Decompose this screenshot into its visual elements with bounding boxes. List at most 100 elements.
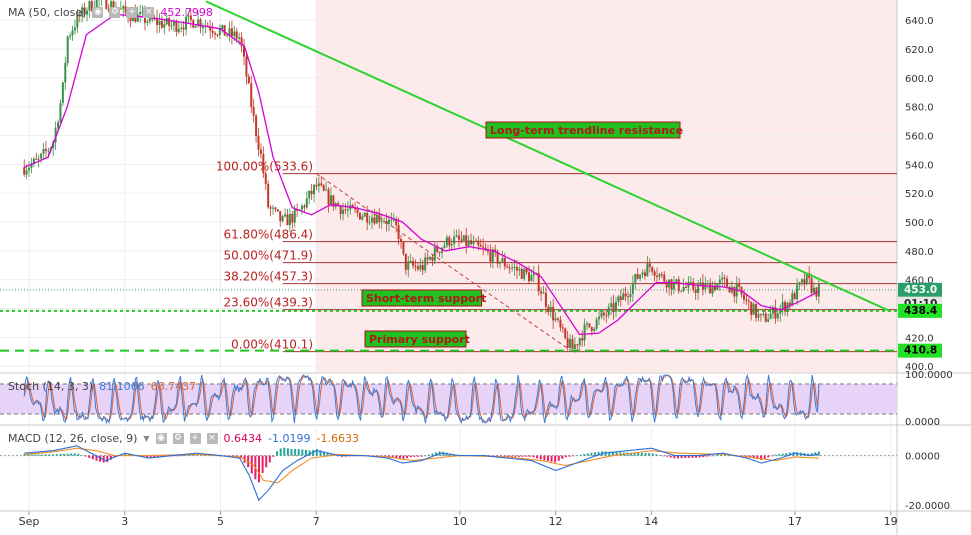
candle-body	[180, 27, 183, 29]
candle-body	[308, 190, 311, 199]
candle-body	[259, 149, 262, 154]
candle-body	[59, 103, 62, 123]
macd-histogram-bar	[778, 454, 781, 456]
price-tick-label: 500.0	[905, 218, 934, 229]
macd-histogram-bar	[503, 455, 506, 457]
candle-body	[160, 20, 163, 28]
macd-histogram-bar	[518, 455, 521, 457]
settings-icon[interactable]: ⚙	[109, 7, 121, 18]
candle-body	[784, 302, 787, 312]
macd-histogram-bar	[185, 455, 188, 456]
macd-histogram-bar	[413, 455, 416, 457]
candle-body	[479, 244, 482, 247]
macd-histogram-bar	[666, 455, 669, 457]
macd-histogram-bar	[279, 448, 282, 456]
macd-line	[24, 445, 819, 502]
macd-histogram-bar	[395, 455, 398, 459]
candle-body	[641, 272, 644, 275]
candle-body	[378, 214, 381, 222]
candle-body	[561, 327, 564, 329]
candle-body	[590, 327, 593, 331]
eye-icon[interactable]: ◉	[92, 7, 104, 18]
candle-body	[402, 241, 405, 254]
candle-body	[528, 272, 531, 282]
candle-body	[414, 265, 417, 267]
candle-body	[428, 256, 431, 260]
candle-body	[571, 339, 574, 349]
candle-body	[489, 251, 492, 262]
candle-body	[76, 14, 79, 28]
last-price-badge-bg	[898, 282, 942, 297]
candle-body	[474, 240, 477, 242]
candle-body	[658, 274, 661, 277]
candle-body	[81, 7, 84, 17]
candle-body	[375, 214, 378, 224]
add-icon[interactable]: +	[189, 433, 201, 444]
eye-icon[interactable]: ◉	[155, 433, 167, 444]
candle-body	[291, 213, 294, 223]
stoch-legend[interactable]: Stoch (14, 3, 3) 81.1066 66.7437	[8, 380, 196, 393]
macd-histogram-bar	[687, 455, 690, 458]
price-tick-label: 620.0	[905, 45, 934, 56]
candle-body	[42, 148, 45, 154]
macd-histogram-bar	[391, 455, 394, 458]
macd-histogram-bar	[286, 448, 289, 456]
candle-body	[124, 6, 127, 13]
macd-histogram-bar	[676, 455, 679, 459]
candle-body	[158, 20, 161, 25]
macd-histogram-bar	[52, 454, 55, 456]
candle-body	[713, 285, 716, 291]
macd-histogram-bar	[84, 455, 87, 457]
candle-body	[284, 214, 287, 217]
candle-body	[523, 268, 526, 279]
time-tick-label: 7	[313, 515, 320, 528]
macd-histogram-bar	[543, 455, 546, 461]
short-support-annotation-text: Short-term support	[366, 292, 486, 305]
macd-histogram-bar	[434, 452, 437, 456]
settings-icon[interactable]: ⚙	[172, 433, 184, 444]
candle-body	[610, 303, 613, 307]
macd-histogram-bar	[398, 455, 401, 460]
candle-body	[361, 216, 364, 220]
candle-body	[573, 344, 576, 349]
macd-histogram-bar	[297, 449, 300, 456]
chevron-down-icon[interactable]: ▼	[143, 434, 150, 443]
candle-body	[332, 195, 335, 207]
candle-body	[438, 252, 441, 254]
macd-histogram-bar	[30, 454, 33, 456]
close-icon[interactable]: ×	[143, 7, 155, 18]
ma-legend[interactable]: MA (50, close) ◉ ⚙ + × 452.7998	[8, 6, 213, 19]
macd-histogram-bar	[77, 453, 80, 456]
macd-histogram-bar	[528, 455, 531, 457]
macd-histogram-bar	[554, 455, 557, 463]
macd-histogram-bar	[323, 451, 326, 456]
last-price-badge: 453.0	[904, 284, 937, 296]
candle-body	[612, 303, 615, 312]
candle-body	[781, 302, 784, 309]
candle-body	[540, 291, 543, 294]
candle-body	[457, 235, 460, 240]
macd-histogram-bar	[507, 455, 510, 457]
candle-body	[803, 279, 806, 285]
close-icon[interactable]: ×	[206, 433, 218, 444]
short-support-badge-bg	[898, 303, 942, 318]
candle-body	[73, 27, 76, 31]
candle-body	[718, 279, 721, 284]
candle-body	[397, 225, 400, 240]
candle-body	[216, 34, 219, 36]
candle-body	[738, 284, 741, 287]
candle-body	[472, 241, 475, 245]
macd-histogram-bar	[590, 452, 593, 456]
macd-legend[interactable]: MACD (12, 26, close, 9) ▼ ◉ ⚙ + × 0.6434…	[8, 432, 359, 445]
candle-body	[733, 286, 736, 297]
add-icon[interactable]: +	[126, 7, 138, 18]
macd-histogram-bar	[153, 455, 156, 458]
candle-body	[243, 46, 246, 57]
candle-body	[496, 251, 499, 264]
candle-body	[395, 219, 398, 226]
candle-body	[460, 239, 463, 241]
candle-body	[805, 273, 808, 285]
macd-histogram-bar	[669, 455, 672, 458]
candle-body	[619, 296, 622, 301]
